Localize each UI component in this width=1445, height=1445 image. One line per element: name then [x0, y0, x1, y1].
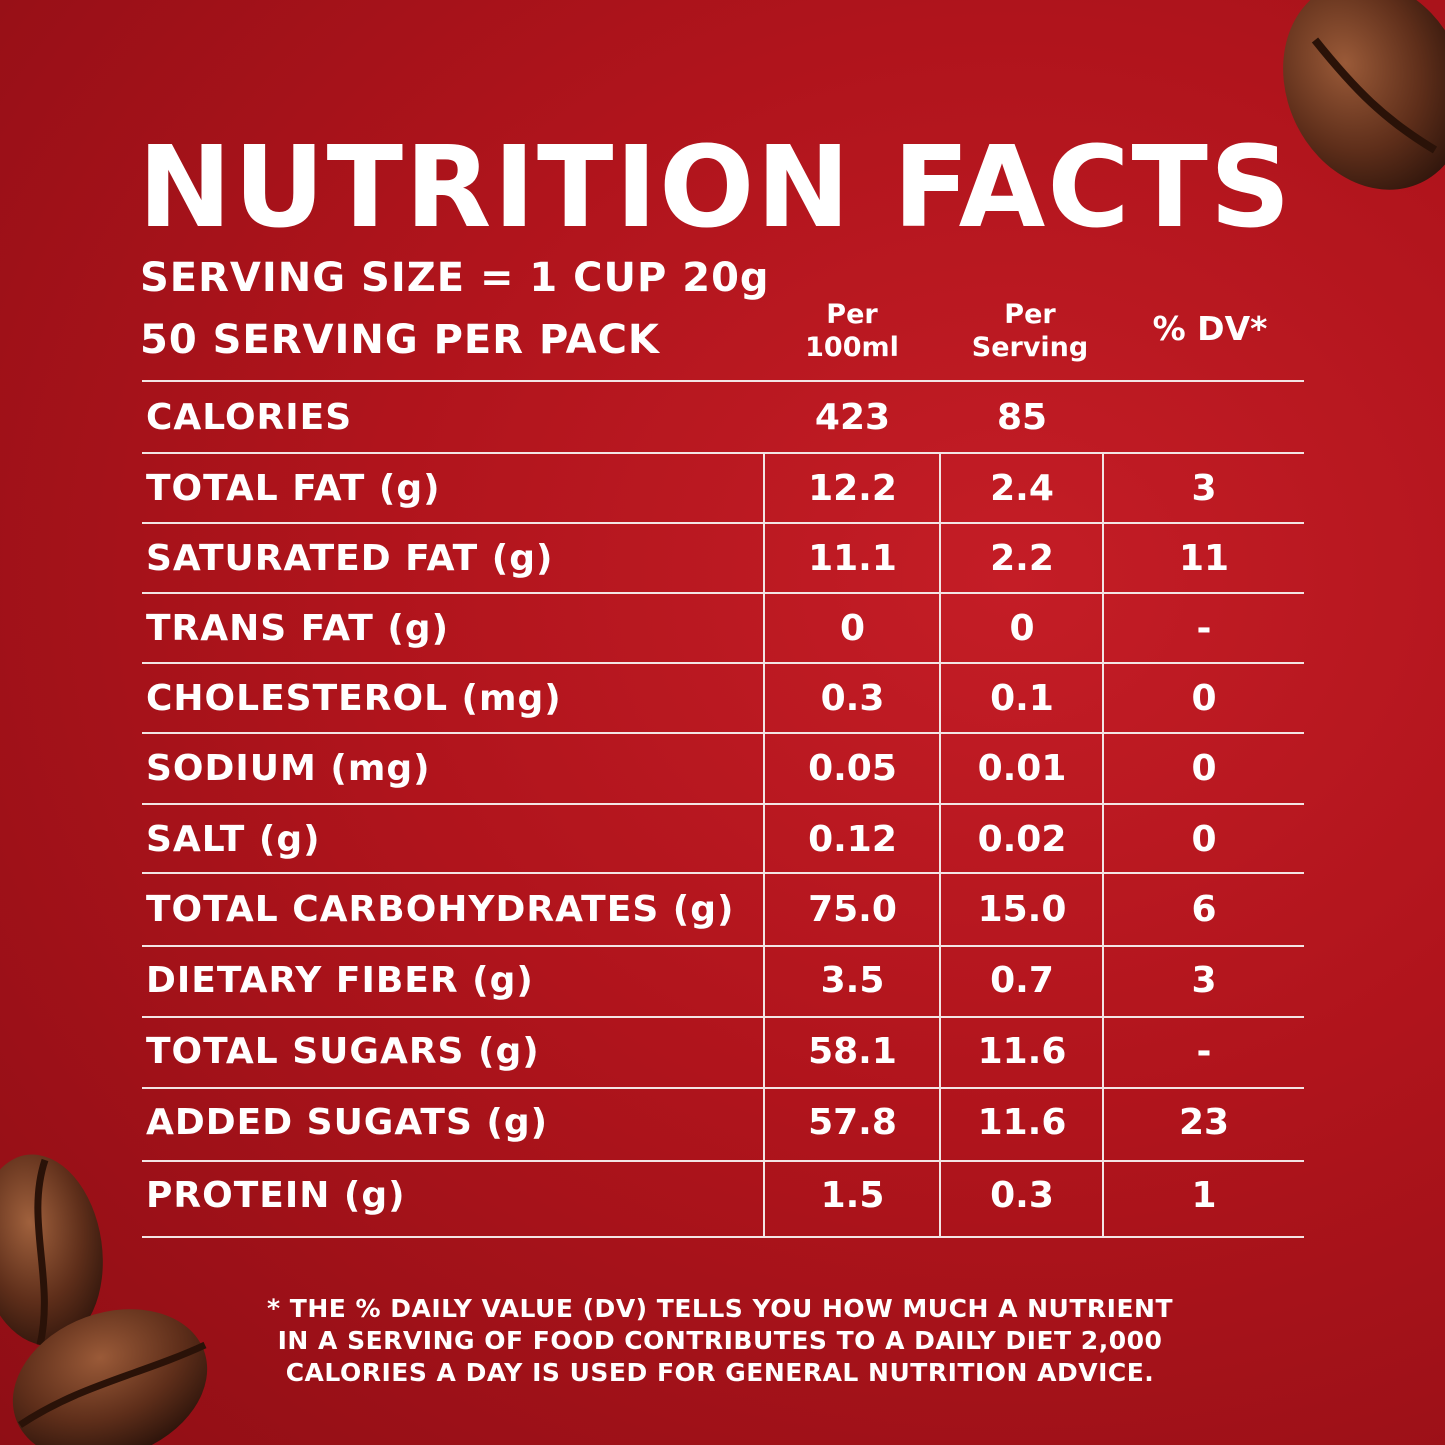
- value-dv: [1104, 382, 1304, 453]
- value-dv: 3: [1191, 468, 1217, 509]
- value-per-100ml: 12.2: [808, 468, 897, 509]
- nutrient-name: SODIUM (mg): [146, 748, 431, 789]
- value-per-100ml: 0.12: [808, 819, 897, 860]
- nutrient-name: TOTAL CARBOHYDRATES (g): [146, 889, 735, 930]
- value-per-serving: 0.7: [990, 960, 1054, 1001]
- servings-per-pack: 50 SERVING PER PACK: [140, 317, 660, 363]
- footnote-line: IN A SERVING OF FOOD CONTRIBUTES TO A DA…: [277, 1326, 1163, 1355]
- nutrient-name: TRANS FAT (g): [146, 608, 450, 649]
- value-per-100ml: 0: [839, 608, 866, 649]
- value-dv: 0: [1191, 748, 1217, 789]
- value-per-serving: 85: [996, 397, 1048, 438]
- row-divider: [142, 380, 1304, 382]
- row-divider: [142, 662, 1304, 664]
- nutrient-name: DIETARY FIBER (g): [146, 960, 534, 1001]
- row-divider: [142, 1016, 1304, 1018]
- value-dv: 0: [1191, 819, 1217, 860]
- table-row: SODIUM (mg) 0.05 0.01 0: [142, 733, 1304, 804]
- nutrient-name: ADDED SUGATS (g): [146, 1102, 549, 1143]
- value-dv: 11: [1178, 538, 1230, 579]
- footnote-line: * THE % DAILY VALUE (DV) TELLS YOU HOW M…: [266, 1294, 1174, 1323]
- nutrient-name: CHOLESTEROL (mg): [146, 678, 562, 719]
- table-row: TRANS FAT (g) 0 0 -: [142, 593, 1304, 664]
- column-divider: [763, 453, 765, 1238]
- table-row: CALORIES 423 85: [142, 382, 1304, 453]
- serving-size: SERVING SIZE = 1 CUP 20g: [140, 255, 770, 301]
- row-divider: [142, 872, 1304, 874]
- row-divider: [142, 1160, 1304, 1162]
- row-divider: [142, 1236, 1304, 1238]
- value-per-100ml: 0.05: [808, 748, 897, 789]
- row-divider: [142, 522, 1304, 524]
- table-row: SALT (g) 0.12 0.02 0: [142, 804, 1304, 875]
- nutrient-name: TOTAL SUGARS (g): [146, 1031, 540, 1072]
- page-title: NUTRITION FACTS: [138, 123, 1293, 253]
- value-dv: -: [1196, 608, 1212, 649]
- value-per-100ml: 3.5: [820, 960, 885, 1001]
- row-divider: [142, 452, 1304, 454]
- value-per-100ml: 58.1: [808, 1031, 897, 1072]
- value-dv: 23: [1178, 1102, 1230, 1143]
- value-per-100ml: 1.5: [820, 1175, 885, 1216]
- table-row: SATURATED FAT (g) 11.1 2.2 11: [142, 523, 1304, 594]
- table-row: DIETARY FIBER (g) 3.5 0.7 3: [142, 945, 1304, 1016]
- row-divider: [142, 592, 1304, 594]
- coffee-bean-left-icon: [0, 1154, 103, 1346]
- row-divider: [142, 1087, 1304, 1089]
- value-per-serving: 2.2: [990, 538, 1054, 579]
- value-per-serving: 0: [1009, 608, 1035, 649]
- value-per-serving: 11.6: [977, 1102, 1067, 1143]
- table-row: ADDED SUGATS (g) 57.8 11.6 23: [142, 1087, 1304, 1158]
- table-row: TOTAL SUGARS (g) 58.1 11.6 -: [142, 1016, 1304, 1087]
- nutrient-name: SATURATED FAT (g): [146, 538, 554, 579]
- value-per-100ml: 423: [814, 397, 891, 438]
- value-dv: 1: [1191, 1175, 1217, 1216]
- coffee-bean-bottom-left-icon: [12, 1309, 208, 1445]
- value-dv: -: [1196, 1031, 1212, 1072]
- column-divider: [939, 453, 941, 1238]
- value-per-serving: 0.02: [977, 819, 1067, 860]
- nutrient-name: PROTEIN (g): [146, 1175, 406, 1216]
- footnote-line: CALORIES A DAY IS USED FOR GENERAL NUTRI…: [285, 1358, 1155, 1387]
- nutrient-name: CALORIES: [146, 397, 353, 438]
- value-per-serving: 2.4: [990, 468, 1054, 509]
- value-per-100ml: 57.8: [808, 1102, 897, 1143]
- value-dv: 0: [1191, 678, 1217, 719]
- row-divider: [142, 803, 1304, 805]
- table-row: TOTAL FAT (g) 12.2 2.4 3: [142, 453, 1304, 524]
- coffee-bean-top-right-icon: [1283, 0, 1445, 190]
- table-row: PROTEIN (g) 1.5 0.3 1: [142, 1160, 1304, 1231]
- value-dv: 3: [1191, 960, 1217, 1001]
- column-header-dv: % DV*: [1152, 309, 1268, 348]
- table-row: TOTAL CARBOHYDRATES (g) 75.0 15.0 6: [142, 874, 1304, 945]
- column-header-per-100ml: Per 100ml: [805, 299, 899, 363]
- footnote: * THE % DAILY VALUE (DV) TELLS YOU HOW M…: [230, 1293, 1210, 1389]
- column-header-per-serving: Per Serving: [971, 299, 1089, 363]
- value-per-serving: 11.6: [977, 1031, 1067, 1072]
- nutrient-name: TOTAL FAT (g): [146, 468, 441, 509]
- table-row: CHOLESTEROL (mg) 0.3 0.1 0: [142, 663, 1304, 734]
- value-per-100ml: 75.0: [808, 889, 897, 930]
- nutrient-name: SALT (g): [146, 819, 321, 860]
- value-per-100ml: 0.3: [820, 678, 885, 719]
- row-divider: [142, 945, 1304, 947]
- column-divider: [1102, 453, 1104, 1238]
- value-per-serving: 15.0: [977, 889, 1067, 930]
- value-dv: 6: [1191, 889, 1217, 930]
- value-per-100ml: 11.1: [808, 538, 897, 579]
- value-per-serving: 0.01: [977, 748, 1067, 789]
- row-divider: [142, 732, 1304, 734]
- value-per-serving: 0.1: [990, 678, 1054, 719]
- value-per-serving: 0.3: [990, 1175, 1054, 1216]
